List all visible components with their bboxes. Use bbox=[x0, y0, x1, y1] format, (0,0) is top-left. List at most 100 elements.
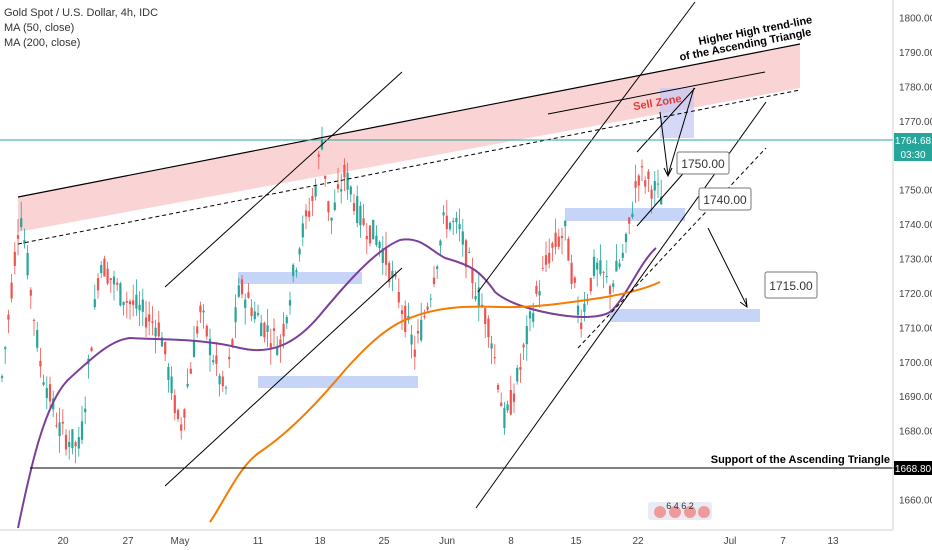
candle-body bbox=[154, 327, 157, 337]
candle-body bbox=[615, 260, 618, 272]
callout-1750-text: 1750.00 bbox=[681, 157, 725, 171]
candle-body bbox=[602, 271, 605, 273]
candle-body bbox=[16, 235, 20, 239]
candle-body bbox=[112, 276, 116, 285]
candle-body bbox=[42, 382, 45, 385]
candle-body bbox=[557, 236, 560, 247]
candle-body bbox=[541, 267, 544, 269]
y-tick-label: 1780.00 bbox=[899, 82, 932, 93]
candle-body bbox=[314, 185, 317, 197]
candle-body bbox=[77, 437, 80, 449]
y-tick-label: 1690.00 bbox=[899, 392, 932, 403]
candle-body bbox=[317, 154, 320, 157]
zones-layer bbox=[18, 44, 800, 388]
candle-body bbox=[544, 255, 548, 265]
candle-body bbox=[576, 305, 580, 315]
candle-body bbox=[170, 376, 173, 394]
mini-channel-upper bbox=[636, 87, 696, 153]
callout-1715[interactable]: 1715.00 bbox=[764, 271, 818, 299]
candle-body bbox=[660, 196, 663, 205]
candle-body bbox=[570, 262, 573, 284]
candle-body bbox=[61, 421, 64, 424]
candle-body bbox=[400, 310, 404, 315]
candle-body bbox=[138, 304, 141, 311]
candle-body bbox=[477, 287, 480, 308]
candle-body bbox=[388, 263, 391, 283]
candle-body bbox=[653, 181, 656, 191]
candle-body bbox=[375, 235, 378, 245]
x-tick-label: 7 bbox=[780, 536, 786, 547]
candle-body bbox=[362, 218, 365, 225]
candle-body bbox=[394, 274, 397, 277]
candle-body bbox=[205, 325, 208, 337]
candle-body bbox=[554, 232, 557, 248]
candle-body bbox=[525, 326, 528, 345]
x-tick-label: Jul bbox=[724, 536, 737, 547]
target-zone-1715 bbox=[610, 309, 760, 322]
candle-body bbox=[538, 291, 541, 296]
candle-body bbox=[564, 220, 567, 227]
candle-body bbox=[90, 347, 93, 352]
candle-body bbox=[496, 384, 500, 390]
candle-body bbox=[397, 292, 400, 303]
channel-may-upper bbox=[164, 71, 403, 288]
candle-body bbox=[10, 282, 13, 299]
candle-body bbox=[378, 242, 381, 249]
candle-body bbox=[439, 240, 442, 246]
candle-body bbox=[135, 294, 138, 309]
candle-body bbox=[26, 252, 29, 276]
candle-body bbox=[55, 425, 58, 427]
candle-body bbox=[637, 175, 640, 186]
y-tick-label: 1800.00 bbox=[899, 14, 932, 25]
time-axis[interactable]: 20 27 May 11 18 25 Jun 8 15 22 Jul 7 13 bbox=[0, 529, 893, 547]
candle-body bbox=[647, 171, 650, 179]
x-tick-label: 11 bbox=[253, 536, 264, 547]
candle-body bbox=[365, 235, 368, 240]
demand-zone-may bbox=[238, 272, 362, 284]
x-tick-label: May bbox=[171, 536, 190, 547]
candle-body bbox=[656, 183, 660, 185]
ma50-line bbox=[17, 238, 657, 529]
candle-body bbox=[503, 408, 506, 428]
candle-body bbox=[157, 322, 160, 337]
candle-body bbox=[23, 240, 26, 244]
candle-body bbox=[151, 321, 154, 323]
candle-body bbox=[173, 395, 176, 414]
candle-body bbox=[423, 316, 426, 318]
candle-body bbox=[580, 322, 583, 330]
candle-body bbox=[160, 337, 164, 347]
candle-body bbox=[420, 319, 423, 341]
candle-body bbox=[301, 223, 304, 238]
candle-body bbox=[356, 196, 359, 223]
candle-body bbox=[144, 317, 148, 328]
candle-body bbox=[304, 210, 308, 217]
candle-body bbox=[384, 246, 388, 265]
candle-body bbox=[487, 318, 490, 338]
candle-body bbox=[608, 285, 612, 295]
candle-body bbox=[96, 278, 100, 291]
candle-body bbox=[263, 322, 266, 338]
candle-body bbox=[84, 408, 87, 413]
candle-body bbox=[346, 172, 349, 190]
x-tick-label: 27 bbox=[122, 536, 134, 547]
candle-body bbox=[416, 331, 420, 334]
y-tick-label: 1680.00 bbox=[899, 427, 932, 438]
candle-body bbox=[592, 256, 596, 276]
candle-body bbox=[560, 235, 564, 239]
events-badge[interactable]: 6 4 6 2 bbox=[648, 501, 712, 520]
callout-1740[interactable]: 1740.00 bbox=[698, 187, 752, 211]
candle-body bbox=[231, 339, 234, 346]
candle-body bbox=[493, 357, 496, 359]
channel-june-upper bbox=[477, 1, 696, 293]
price-axis[interactable]: 1660.001670.001680.001690.001700.001710.… bbox=[892, 0, 932, 530]
candle-body bbox=[599, 260, 602, 274]
candle-body bbox=[391, 270, 394, 278]
callout-1750[interactable]: 1750.00 bbox=[676, 151, 730, 175]
candle-body bbox=[308, 211, 311, 217]
candle-body bbox=[381, 248, 384, 263]
candle-body bbox=[512, 393, 516, 402]
candle-body bbox=[567, 238, 570, 261]
candle-body bbox=[164, 342, 167, 355]
x-tick-label: 22 bbox=[632, 536, 644, 547]
